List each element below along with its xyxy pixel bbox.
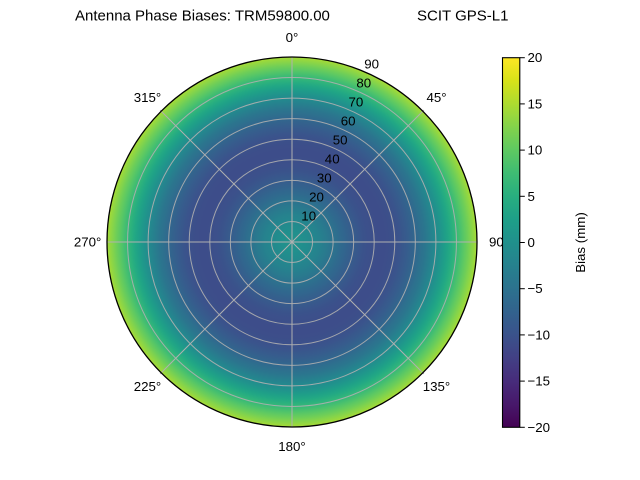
svg-text:0°: 0°	[286, 30, 299, 45]
svg-text:SCIT GPS-L1: SCIT GPS-L1	[417, 8, 508, 25]
svg-text:20: 20	[309, 190, 324, 205]
svg-text:15: 15	[528, 96, 543, 111]
svg-text:40: 40	[325, 152, 340, 167]
svg-text:270°: 270°	[74, 235, 102, 250]
svg-text:Bias (mm): Bias (mm)	[573, 212, 588, 273]
svg-text:225°: 225°	[134, 379, 162, 394]
svg-text:315°: 315°	[134, 90, 162, 105]
svg-text:Antenna Phase Biases: TRM59800: Antenna Phase Biases: TRM59800.00	[75, 8, 330, 25]
svg-text:−20: −20	[528, 420, 551, 435]
svg-text:135°: 135°	[423, 379, 451, 394]
svg-text:10: 10	[301, 209, 316, 224]
svg-text:90: 90	[489, 235, 504, 250]
svg-text:−10: −10	[528, 327, 551, 342]
svg-text:−5: −5	[528, 281, 543, 296]
svg-text:45°: 45°	[426, 90, 446, 105]
svg-text:30: 30	[317, 171, 332, 186]
svg-text:20: 20	[528, 50, 543, 65]
svg-text:90: 90	[364, 57, 379, 72]
svg-text:0: 0	[528, 235, 535, 250]
svg-text:−15: −15	[528, 374, 551, 389]
svg-text:10: 10	[528, 143, 543, 158]
svg-text:180°: 180°	[278, 439, 306, 454]
svg-text:5: 5	[528, 189, 535, 204]
svg-text:50: 50	[333, 133, 348, 148]
svg-text:70: 70	[349, 95, 364, 110]
svg-text:60: 60	[341, 114, 356, 129]
svg-text:80: 80	[356, 76, 371, 91]
